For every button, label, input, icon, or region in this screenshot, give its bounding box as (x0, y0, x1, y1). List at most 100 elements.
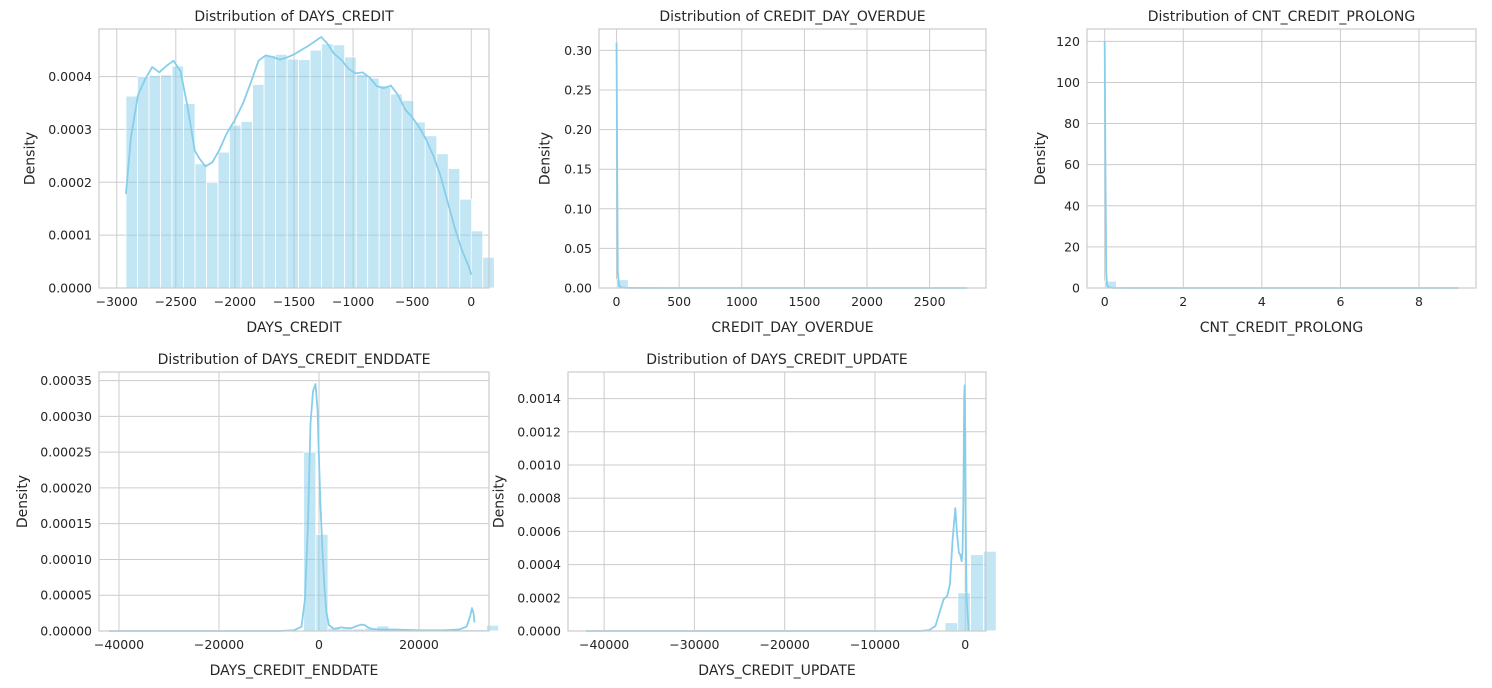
x-tick-label: 1000 (726, 294, 758, 309)
y-axis-label: Density (15, 475, 31, 528)
y-tick-label: 100 (1056, 75, 1080, 90)
x-axis-label: DAYS_CREDIT_UPDATE (698, 663, 855, 679)
y-axis-label: Density (1033, 132, 1049, 185)
histogram-bar (486, 624, 500, 632)
y-tick-label: 0.30 (564, 43, 592, 58)
y-tick-label: 0.0012 (517, 424, 561, 439)
charts-container: −3000 −2500 −2000 −1500 −1000 −500 00.00000.00… (15, 9, 1477, 679)
y-tick-label: 0.00000 (40, 624, 92, 639)
y-tick-label: 0.0002 (517, 590, 561, 605)
histogram-bar (125, 95, 138, 289)
chart-title: Distribution of DAYS_CREDIT_UPDATE (646, 352, 907, 368)
x-tick-label: −2500 (155, 294, 197, 309)
y-tick-label: 0.15 (564, 162, 592, 177)
x-tick-label: −40000 (94, 637, 144, 652)
y-tick-label: 0.0006 (517, 524, 561, 539)
y-tick-label: 60 (1064, 157, 1080, 172)
chart-panel-1: −3000 −2500 −2000 −1500 −1000 −500 0 0.0000 0.00… (22, 9, 495, 336)
histogram-bar (344, 56, 357, 289)
x-tick-label: 0 (467, 294, 475, 309)
x-tick-label: 2500 (914, 294, 946, 309)
y-tick-label: 0 (1072, 281, 1080, 296)
x-tick-label: −2000 (214, 294, 256, 309)
histogram-bar (206, 181, 219, 289)
histogram-bar (171, 65, 184, 289)
chart-panel-2: 0 500 1000 1500 2000 2500 0.00 0.05 0.10 0.15 0.20… (538, 9, 987, 336)
x-tick-label: 1500 (788, 294, 820, 309)
chart-title: Distribution of CNT_CREDIT_PROLONG (1148, 9, 1416, 25)
histogram-bar (982, 550, 997, 632)
chart-title: Distribution of CREDIT_DAY_OVERDUE (659, 9, 925, 25)
chart-panel-5: −40000 −30000 −20000 −10000 0 0.0000 0.0002 0.0… (491, 352, 997, 679)
x-tick-label: 8 (1415, 294, 1423, 309)
x-tick-label: 4 (1258, 294, 1266, 309)
x-tick-label: −30000 (669, 637, 719, 652)
y-tick-label: 20 (1064, 239, 1080, 254)
x-tick-label: −10000 (850, 637, 900, 652)
y-tick-label: 0.00 (564, 281, 592, 296)
x-tick-label: −40000 (579, 637, 629, 652)
y-tick-label: 0.00025 (40, 445, 92, 460)
y-tick-label: 0.0002 (48, 175, 92, 190)
kde-line (586, 384, 970, 632)
histogram-bar (367, 77, 380, 289)
x-tick-label: 0 (613, 294, 621, 309)
histogram-bar (275, 53, 288, 289)
histogram-bar (263, 55, 276, 289)
y-tick-label: 0.00035 (40, 373, 92, 388)
histogram-bar (390, 93, 403, 289)
histogram-bar (148, 75, 161, 289)
x-tick-label: 20000 (399, 637, 439, 652)
x-tick-label: 0 (315, 637, 323, 652)
y-tick-label: 0.05 (564, 241, 592, 256)
y-tick-label: 0.0004 (48, 69, 92, 84)
x-tick-label: 6 (1336, 294, 1344, 309)
histogram-bar (286, 58, 300, 289)
x-tick-label: −20000 (760, 637, 810, 652)
x-axis-label: DAYS_CREDIT_ENDDATE (210, 663, 379, 679)
histogram-bar (436, 153, 449, 289)
histogram-bar (217, 151, 230, 289)
y-tick-label: 0.0008 (517, 491, 561, 506)
y-axis-label: Density (491, 475, 507, 528)
y-tick-label: 120 (1056, 34, 1080, 49)
histogram-bar (160, 74, 173, 289)
x-tick-label: 2 (1179, 294, 1187, 309)
x-tick-label: 500 (667, 294, 691, 309)
x-tick-label: −1000 (332, 294, 374, 309)
x-tick-label: 0 (961, 637, 969, 652)
histogram-bar (229, 124, 242, 289)
y-tick-label: 0.0014 (517, 391, 561, 406)
y-tick-label: 40 (1064, 198, 1080, 213)
histogram-bar (378, 85, 392, 289)
y-tick-label: 0.20 (564, 122, 592, 137)
y-tick-label: 80 (1064, 116, 1080, 131)
x-tick-label: −1500 (273, 294, 315, 309)
axes-frame (1086, 28, 1477, 289)
y-tick-label: 0.00020 (40, 480, 92, 495)
x-tick-label: 2000 (851, 294, 883, 309)
chart-title: Distribution of DAYS_CREDIT (194, 9, 394, 25)
y-tick-label: 0.25 (564, 82, 592, 97)
x-axis-label: CNT_CREDIT_PROLONG (1200, 320, 1363, 336)
y-tick-label: 0.00015 (40, 516, 92, 531)
chart-title: Distribution of DAYS_CREDIT_ENDDATE (158, 352, 431, 368)
histogram-bar (137, 76, 150, 289)
x-axis-label: DAYS_CREDIT (246, 320, 342, 336)
axes-frame (98, 371, 490, 632)
chart-panel-4: −40000 −20000 0 20000 0.00000 0.00005 0.00010 0… (15, 352, 500, 679)
histogram-bar (332, 44, 346, 289)
histogram-bar (413, 121, 426, 289)
axes-frame (567, 371, 987, 632)
y-tick-label: 0.0001 (48, 228, 92, 243)
x-tick-label: −20000 (194, 637, 244, 652)
y-tick-label: 0.00030 (40, 409, 92, 424)
y-tick-label: 0.0000 (48, 281, 92, 296)
axes-frame (598, 28, 987, 289)
y-tick-label: 0.00005 (40, 588, 92, 603)
kde-line (109, 383, 476, 632)
y-tick-label: 0.00010 (40, 552, 92, 567)
histogram-bar (970, 554, 984, 632)
